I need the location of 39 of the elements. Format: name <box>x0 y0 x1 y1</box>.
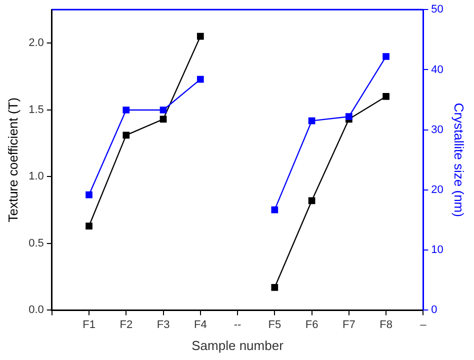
y-tick-label: 0.0 <box>28 304 44 316</box>
point <box>271 206 278 214</box>
point <box>122 106 130 114</box>
point <box>196 76 204 83</box>
x-tick-label: F7 <box>342 318 356 331</box>
y-tick-label: 1.0 <box>28 170 44 183</box>
x-tick-label: F2 <box>120 318 133 331</box>
point <box>196 32 204 40</box>
point <box>345 113 352 120</box>
point <box>86 222 92 230</box>
y-tick-label: 2.0 <box>28 37 44 50</box>
x-tick-label: F5 <box>268 318 282 331</box>
point <box>271 284 278 291</box>
y2-axis-title: Crystallite size (nm) <box>452 102 467 217</box>
x-tick-label: -- <box>234 318 242 331</box>
y2-tick-label: 50 <box>431 4 444 16</box>
x-axis-title: Sample number <box>192 338 284 353</box>
x-tick-label: – <box>420 318 428 331</box>
x-tick-label: F8 <box>380 318 392 331</box>
point <box>308 197 316 204</box>
point <box>308 117 316 124</box>
point <box>160 116 167 123</box>
y2-tick-label: 30 <box>431 124 444 136</box>
point <box>86 191 92 198</box>
y-axis-title: Texture coefficient (T) <box>5 98 20 222</box>
x-tick-label: F3 <box>156 318 170 331</box>
y2-tick-label: 40 <box>431 64 444 76</box>
x-tick-label: F1 <box>82 318 96 331</box>
y2-tick-label: 20 <box>431 184 444 196</box>
y-tick-label: 1.5 <box>28 104 44 116</box>
point <box>160 106 167 114</box>
y-tick-label: 0.5 <box>28 237 44 250</box>
point <box>382 93 390 100</box>
y2-tick-label: 10 <box>431 244 444 256</box>
point <box>382 53 390 60</box>
x-tick-label: F6 <box>305 318 318 331</box>
x-tick-label: F4 <box>194 318 207 331</box>
point <box>122 132 130 139</box>
y2-tick-label: 0 <box>431 304 438 316</box>
